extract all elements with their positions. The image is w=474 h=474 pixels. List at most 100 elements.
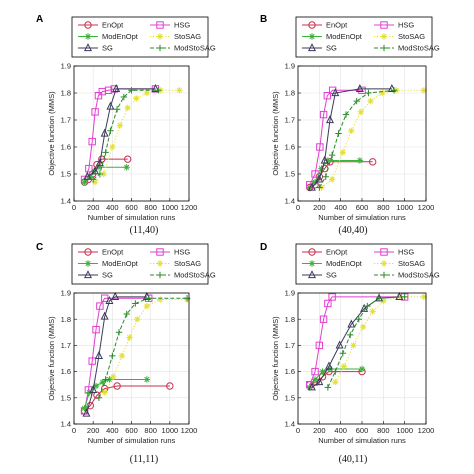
- legend-marker-modstosag: [380, 44, 388, 52]
- y-tick-label: 1.4: [285, 420, 295, 429]
- x-tick-label: 800: [144, 203, 157, 212]
- x-tick-label: 0: [296, 426, 300, 435]
- y-tick-label: 1.5: [61, 393, 71, 402]
- series-sg-line: [311, 88, 392, 188]
- series-modstosag-point: [120, 93, 128, 101]
- panel-caption: (11,11): [130, 454, 158, 465]
- x-tick-label: 1000: [396, 426, 413, 435]
- legend-marker-stosag: [380, 33, 388, 40]
- series-sg-point: [324, 361, 333, 370]
- legend-label-modstosag: ModStoSAG: [398, 271, 440, 280]
- legend-label-stosag: StoSAG: [174, 32, 201, 41]
- series-hsg-point: [358, 86, 366, 94]
- series-hsg-line: [309, 296, 405, 385]
- series-modstosag-point: [128, 87, 135, 94]
- y-axis-label: Objective function (MMS): [271, 316, 280, 401]
- series-hsg-point: [91, 108, 99, 116]
- series-sg-point: [82, 408, 91, 417]
- legend-label-hsg: HSG: [174, 248, 190, 257]
- series-stosag-point: [420, 87, 428, 94]
- x-tick-label: 200: [313, 203, 326, 212]
- series-modstosag-point: [365, 89, 372, 97]
- legend-marker-enopt: [84, 21, 92, 29]
- y-tick-label: 1.8: [61, 315, 71, 324]
- plot-frame: [297, 65, 427, 202]
- series-sg-point: [89, 385, 98, 394]
- series-stosag-point: [101, 389, 108, 396]
- series-modenopt-point: [358, 365, 366, 373]
- panel-caption: (11,40): [130, 225, 159, 236]
- x-tick-label: 600: [356, 203, 369, 212]
- panel-letter: A: [36, 14, 43, 25]
- series-modstosag-point: [355, 316, 362, 323]
- series-enopt-point: [166, 382, 174, 390]
- series-modstosag-line: [98, 297, 188, 398]
- series-hsg-point: [96, 302, 104, 310]
- series-sg-point: [325, 115, 335, 124]
- y-axis-label: Objective function (MMS): [271, 91, 280, 176]
- series-enopt-point: [368, 158, 377, 166]
- series-sg-point: [100, 128, 109, 137]
- y-tick-label: 1.6: [61, 367, 71, 376]
- series-modstosag-point: [328, 151, 336, 159]
- series-modenopt-point: [311, 178, 319, 186]
- legend-label-stosag: StoSAG: [398, 32, 425, 41]
- x-tick-label: 400: [106, 426, 119, 435]
- panel-letter: B: [260, 14, 267, 25]
- series-stosag-point: [124, 104, 131, 112]
- legend-label-modenopt: ModEnOpt: [102, 259, 139, 268]
- series-hsg-point: [104, 86, 113, 94]
- legend-marker-sg: [83, 43, 93, 52]
- series-modenopt-point: [324, 157, 332, 164]
- series-modstosag-point: [364, 302, 371, 310]
- x-tick-label: 400: [334, 426, 347, 435]
- x-tick-label: 1200: [181, 426, 198, 435]
- series-modenopt-point: [81, 405, 88, 412]
- legend-marker-hsg: [156, 21, 164, 29]
- series-stosag-point: [369, 308, 376, 315]
- legend-marker-modenopt: [308, 33, 316, 40]
- legend-marker-modstosag: [156, 271, 164, 279]
- series-sg-point: [91, 166, 100, 175]
- x-tick-label: 1000: [161, 203, 178, 212]
- series-enopt-point: [123, 155, 132, 163]
- legend-label-enopt: EnOpt: [102, 21, 124, 30]
- x-axis-label: Number of simulation runs: [88, 213, 176, 222]
- y-tick-label: 1.9: [285, 289, 295, 298]
- legend-label-enopt: EnOpt: [102, 248, 124, 257]
- series-sg-point: [106, 101, 115, 110]
- legend-box: [71, 243, 209, 285]
- series-modenopt-point: [143, 376, 151, 383]
- series-stosag-point: [118, 352, 126, 360]
- series-modenopt-point: [90, 168, 98, 175]
- panel-caption: (40,11): [339, 454, 368, 465]
- series-modenopt-line: [84, 379, 147, 409]
- x-axis-label: Number of simulation runs: [88, 436, 176, 445]
- legend-marker-enopt: [308, 21, 316, 29]
- x-tick-label: 400: [334, 203, 347, 212]
- legend-marker-modenopt: [84, 260, 92, 267]
- series-stosag-point: [357, 108, 365, 116]
- series-sg-point: [151, 84, 160, 93]
- series-stosag-point: [420, 293, 428, 301]
- y-axis-label: Objective function (MMS): [47, 91, 56, 176]
- legend-label-stosag: StoSAG: [398, 259, 425, 268]
- series-hsg-point: [316, 143, 324, 151]
- series-stosag-point: [133, 95, 140, 102]
- series-hsg-point: [92, 325, 100, 334]
- legend-marker-sg: [307, 270, 317, 279]
- series-sg-line: [87, 88, 156, 178]
- series-modstosag-point: [316, 184, 323, 191]
- series-stosag-point: [359, 323, 367, 331]
- series-modstosag-point: [145, 295, 152, 302]
- legend-label-modstosag: ModStoSAG: [174, 271, 216, 280]
- chart-panel-a: A EnOpt ModEnOpt SG HSG StoSAG ModStoSAG 1.4 1.5…: [36, 14, 216, 236]
- x-tick-label: 0: [72, 426, 76, 435]
- series-sg-point: [112, 84, 121, 93]
- series-stosag-point: [143, 89, 151, 97]
- y-tick-label: 1.6: [285, 143, 295, 152]
- y-tick-label: 1.5: [285, 170, 295, 179]
- x-tick-label: 1000: [161, 426, 178, 435]
- x-tick-label: 800: [377, 426, 390, 435]
- series-modstosag-point: [155, 87, 162, 94]
